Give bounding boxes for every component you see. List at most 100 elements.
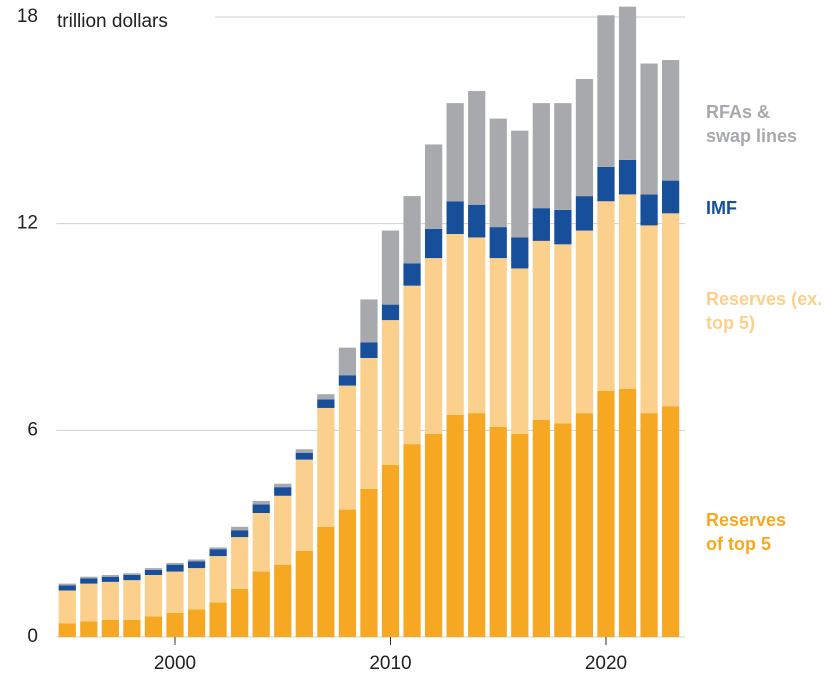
bar-segment <box>187 561 206 569</box>
bar-segment <box>489 227 507 259</box>
bar-segment <box>317 526 335 637</box>
bar-segment <box>381 464 400 637</box>
bar-segment <box>403 263 421 286</box>
bar-segment <box>424 433 443 637</box>
legend-label: IMF <box>706 198 737 218</box>
bar-segment <box>575 230 594 414</box>
bar-segment <box>424 144 443 229</box>
bar-segment <box>468 204 486 238</box>
legend-label: RFAs & swap lines <box>706 102 798 146</box>
bar-segment <box>209 556 227 603</box>
bar-segment <box>231 526 249 531</box>
bar-segment <box>446 234 464 415</box>
x-tick-label: 2020 <box>585 653 627 674</box>
bar-segment <box>252 513 270 572</box>
bar-segment <box>640 63 658 195</box>
bar-segment <box>489 118 507 228</box>
bar-segment <box>101 576 119 582</box>
bar-segment <box>381 304 400 321</box>
bar-segment <box>511 268 529 434</box>
bar-segment <box>295 459 313 551</box>
bar-segment <box>252 500 270 505</box>
bar-segment <box>123 580 141 620</box>
bar-segment <box>360 358 378 489</box>
bar-segment <box>187 568 206 610</box>
bar-segment <box>101 581 119 620</box>
bar-segment <box>166 612 184 637</box>
bar-segment <box>597 15 615 167</box>
bar-segment <box>274 487 292 496</box>
bar-segment <box>187 609 206 637</box>
bar-segment <box>252 504 270 513</box>
bar-segment <box>640 194 658 226</box>
bar-segment <box>123 573 141 575</box>
bar-segment <box>597 166 615 202</box>
y-axis-label: trillion dollars <box>57 11 168 32</box>
bar-segment <box>58 583 76 586</box>
bar-segment <box>489 426 507 637</box>
bar-segment <box>58 585 76 591</box>
bar-segment <box>123 619 141 637</box>
bar-segment <box>403 444 421 637</box>
bar-segment <box>446 103 464 202</box>
bar-segment <box>274 495 292 565</box>
bar-segment <box>618 6 637 160</box>
bar-segment <box>403 285 421 445</box>
bar-segment <box>317 394 335 400</box>
bar-segment <box>80 576 98 579</box>
bar-segment <box>338 347 357 376</box>
bar-segment <box>662 60 680 181</box>
bar-segment <box>338 385 357 510</box>
bar-segment <box>468 91 486 205</box>
legend-label: Reserves (ex. top 5) <box>706 289 823 333</box>
bar-segment <box>511 130 529 238</box>
bar-segment <box>532 208 550 241</box>
bar-segment <box>360 488 378 637</box>
bar-segment <box>317 399 335 408</box>
bar-segment <box>295 550 313 637</box>
bar-segment <box>295 449 313 453</box>
bar-segment <box>80 621 98 637</box>
bar-segment <box>101 619 119 637</box>
bar-segment <box>360 299 378 343</box>
bar-segment <box>446 414 464 637</box>
bar-segment <box>187 559 206 562</box>
bar-segment <box>144 568 163 570</box>
bar-segment <box>468 237 486 414</box>
bar-segment <box>381 320 400 465</box>
bar-segment <box>231 588 249 637</box>
bar-segment <box>101 575 119 577</box>
bar-segment <box>597 390 615 637</box>
bar-segment <box>144 569 163 575</box>
bar-segment <box>166 571 184 613</box>
bar-segment <box>468 413 486 637</box>
bar-segment <box>618 389 637 637</box>
bar-segment <box>231 530 249 538</box>
bar-segment <box>360 342 378 358</box>
bar-segment <box>274 483 292 488</box>
y-tick-label: 0 <box>27 626 38 647</box>
bar-segment <box>618 159 637 195</box>
bar-segment <box>511 237 529 269</box>
y-tick-label: 12 <box>17 213 38 234</box>
bar-segment <box>554 423 572 637</box>
bar-segment <box>424 258 443 434</box>
bar-segment <box>618 194 637 389</box>
bar-segment <box>511 433 529 637</box>
bar-segment <box>80 583 98 622</box>
bar-segment <box>338 509 357 637</box>
bar-segment <box>489 258 507 427</box>
bar-segment <box>575 196 594 231</box>
bar-segment <box>554 244 572 424</box>
y-tick-label: 6 <box>27 419 38 440</box>
bar-segment <box>424 228 443 259</box>
bar-segment <box>80 578 98 584</box>
bar-segment <box>166 564 184 572</box>
bar-segment <box>209 602 227 637</box>
bar-segment <box>231 537 249 589</box>
bar-segment <box>209 549 227 557</box>
bar-segment <box>662 213 680 407</box>
bar-segment <box>58 590 76 624</box>
bar-segment <box>295 452 313 460</box>
